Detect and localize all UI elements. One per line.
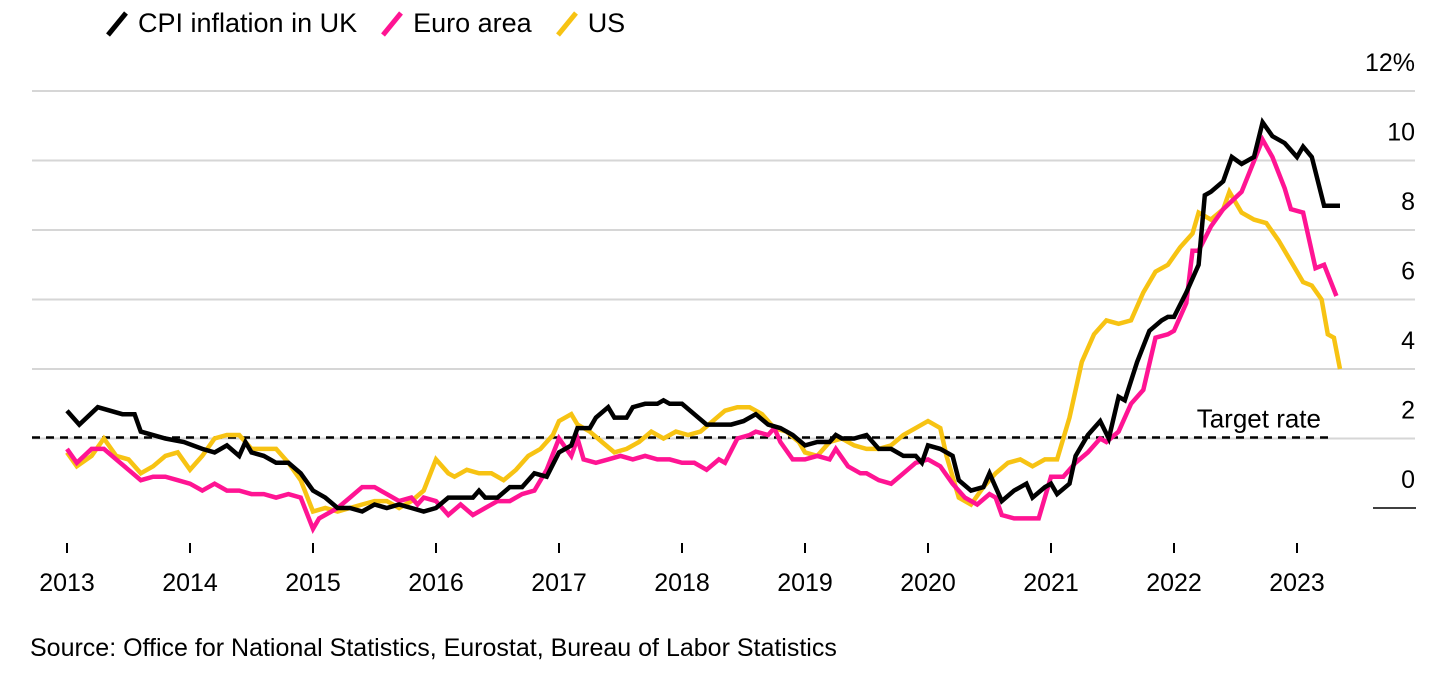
x-tick-label: 2019 bbox=[777, 569, 833, 597]
legend-item-uk: CPI inflation in UK bbox=[104, 8, 357, 39]
y-tick-label: 0 bbox=[1401, 466, 1415, 494]
legend-item-euro-area: Euro area bbox=[379, 8, 532, 39]
x-tick-label: 2021 bbox=[1023, 569, 1079, 597]
legend-item-us: US bbox=[554, 8, 626, 39]
x-tick-label: 2014 bbox=[162, 569, 218, 597]
diagonal-line-icon bbox=[379, 9, 405, 39]
source-note: Source: Office for National Statistics, … bbox=[30, 634, 837, 662]
x-tick-label: 2022 bbox=[1146, 569, 1202, 597]
y-tick-label: 8 bbox=[1401, 188, 1415, 216]
diagonal-line-icon bbox=[104, 9, 130, 39]
legend-label: US bbox=[587, 8, 626, 38]
y-axis: 12% 10 8 6 4 2 0 bbox=[1365, 49, 1415, 494]
y-tick-label: 4 bbox=[1401, 327, 1415, 355]
legend-label: Euro area bbox=[413, 8, 532, 38]
y-tick-label: 12% bbox=[1365, 49, 1415, 77]
x-axis: 2013 2014 2015 2016 2017 2018 2019 2020 2021 2022… bbox=[39, 543, 1325, 597]
x-tick-label: 2013 bbox=[39, 569, 95, 597]
x-tick-label: 2018 bbox=[654, 569, 710, 597]
y-tick-label: 6 bbox=[1401, 258, 1415, 286]
x-tick-label: 2017 bbox=[531, 569, 587, 597]
series-line-euro-area bbox=[65, 134, 1339, 535]
series-line-us bbox=[65, 186, 1343, 515]
y-tick-label: 10 bbox=[1387, 119, 1415, 147]
legend: CPI inflation in UK Euro area US bbox=[104, 8, 647, 39]
x-tick-label: 2023 bbox=[1269, 569, 1325, 597]
x-tick-label: 2016 bbox=[408, 569, 464, 597]
target-rate-label: Target rate bbox=[1197, 404, 1321, 434]
series-lines bbox=[65, 116, 1343, 535]
diagonal-line-icon bbox=[554, 9, 580, 39]
series-line-cpi-inflation-in-uk bbox=[65, 116, 1340, 514]
y-tick-label: 2 bbox=[1401, 397, 1415, 425]
legend-label: CPI inflation in UK bbox=[138, 8, 358, 38]
x-tick-label: 2015 bbox=[285, 569, 341, 597]
x-tick-label: 2020 bbox=[900, 569, 956, 597]
gridlines bbox=[32, 90, 1415, 440]
